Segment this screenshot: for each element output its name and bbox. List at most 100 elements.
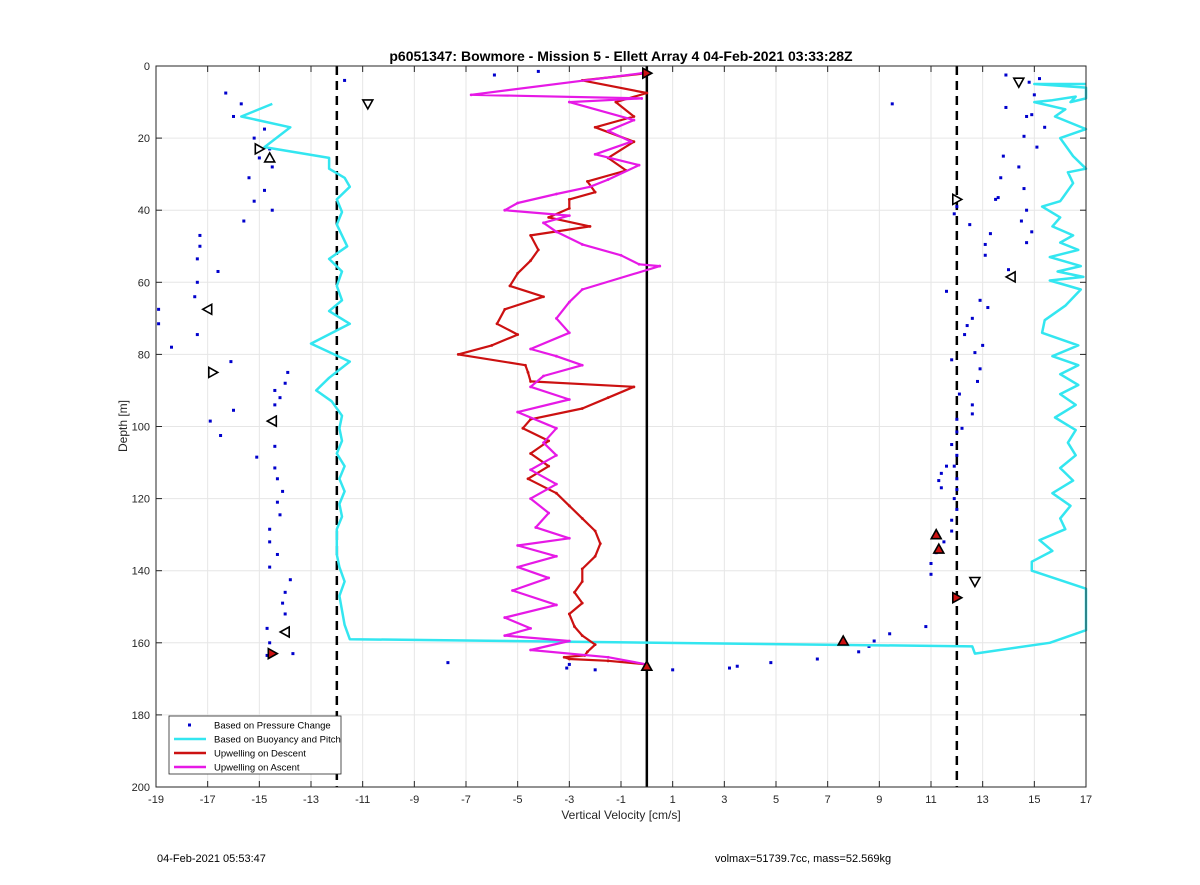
x-tick-label: -11 <box>355 794 370 806</box>
pressure-point <box>270 208 274 212</box>
series-vertex <box>547 464 551 468</box>
series-vertex <box>640 97 644 100</box>
pressure-point <box>950 529 954 533</box>
pressure-point <box>1017 165 1021 169</box>
pressure-point <box>1030 230 1034 234</box>
x-tick-label: 7 <box>825 794 831 806</box>
series-vertex <box>580 407 584 410</box>
series-vertex <box>508 284 512 288</box>
pressure-point <box>278 396 282 400</box>
pressure-point <box>343 78 347 82</box>
series-vertex <box>495 322 499 326</box>
legend-entry: Based on Buoyancy and Pitch <box>174 735 341 746</box>
triangle-marker <box>265 414 278 428</box>
axis-ticks: -19 -17 -15 -13 -11 -9 -7 -5 -3 -1 1 3 5 7 9 11 13 15 1702… <box>132 61 1092 806</box>
series-vertex <box>516 544 520 547</box>
series-vertex <box>521 426 525 430</box>
series-vertex <box>593 554 597 558</box>
series-vertex <box>511 589 514 592</box>
pressure-point <box>955 453 959 457</box>
pressure-point <box>950 358 954 362</box>
series-vertex <box>567 639 571 643</box>
pressure-point <box>1035 145 1039 149</box>
pressure-point <box>198 233 202 237</box>
legend-swatch <box>188 723 191 727</box>
series-vertex <box>567 398 571 401</box>
series-vertex <box>526 371 530 374</box>
pressure-point <box>857 650 861 654</box>
series-vertex <box>503 634 507 637</box>
series-vertex <box>547 576 551 580</box>
pressure-point <box>924 625 928 629</box>
pressure-point <box>963 333 967 337</box>
pressure-point <box>275 552 279 556</box>
pressure-point <box>224 91 228 95</box>
pressure-point <box>978 298 982 302</box>
series-vertex <box>629 140 633 144</box>
pressure-point <box>955 430 959 434</box>
series-vertex <box>555 426 558 430</box>
x-tick-label: 11 <box>925 794 936 806</box>
series-vertex <box>586 179 589 183</box>
pressure-point <box>965 324 969 328</box>
pressure-point <box>247 176 251 180</box>
series-vertex <box>567 612 571 616</box>
x-tick-label: -1 <box>616 794 626 806</box>
legend-entry: Based on Pressure Change <box>188 721 331 732</box>
legend-label: Based on Buoyancy and Pitch <box>214 735 341 746</box>
y-tick-label: 60 <box>138 277 150 289</box>
series-vertex <box>580 288 584 291</box>
triangle-marker <box>932 542 946 554</box>
y-tick-label: 100 <box>132 422 150 434</box>
series-vertex <box>547 511 551 515</box>
pressure-point <box>999 176 1003 180</box>
series-vertex <box>469 93 473 97</box>
series-vertex <box>606 178 610 181</box>
series-vertex <box>526 477 530 481</box>
series-vertex <box>529 347 532 351</box>
legend-label: Upwelling on Ascent <box>214 763 300 774</box>
triangle-marker <box>968 576 982 589</box>
series-vertex <box>580 634 584 637</box>
series-vertex <box>593 125 597 129</box>
pressure-point <box>890 102 894 106</box>
grid <box>155 65 1087 788</box>
pressure-point <box>208 419 212 423</box>
triangle-marker <box>254 142 266 156</box>
series-vertex <box>542 441 545 445</box>
series-based-on-buoyancy-and-pitch <box>240 82 1088 655</box>
pressure-point <box>239 102 243 106</box>
pressure-point <box>955 417 959 421</box>
pressure-point <box>1004 73 1008 77</box>
pressure-point <box>955 507 959 511</box>
pressure-point <box>257 156 261 160</box>
series-vertex <box>555 453 558 457</box>
series-vertex <box>567 331 571 335</box>
pressure-point <box>291 652 295 656</box>
pressure-point <box>815 657 819 661</box>
series-vertex <box>567 504 571 508</box>
pressure-point <box>1043 125 1047 129</box>
series-line <box>470 72 661 666</box>
pressure-point <box>265 626 269 630</box>
triangle-marker <box>208 366 220 379</box>
pressure-point <box>288 578 292 582</box>
series-vertex <box>529 380 532 383</box>
y-tick-label: 40 <box>138 205 150 217</box>
series-vertex <box>542 374 545 378</box>
pressure-point <box>273 403 277 407</box>
pressure-point <box>275 500 279 504</box>
footer-volmax-mass: volmax=51739.7cc, mass=52.569kg <box>715 853 892 865</box>
y-tick-label: 160 <box>132 638 150 650</box>
pressure-point <box>955 477 959 481</box>
series-vertex <box>555 192 558 196</box>
x-tick-label: -19 <box>148 794 164 806</box>
series-vertex <box>567 657 571 661</box>
series-vertex <box>588 185 592 189</box>
series-vertex <box>516 565 520 569</box>
x-tick-label: -3 <box>564 794 574 806</box>
pressure-point <box>1038 77 1041 81</box>
pressure-point <box>735 664 739 668</box>
pressure-point <box>929 572 933 576</box>
